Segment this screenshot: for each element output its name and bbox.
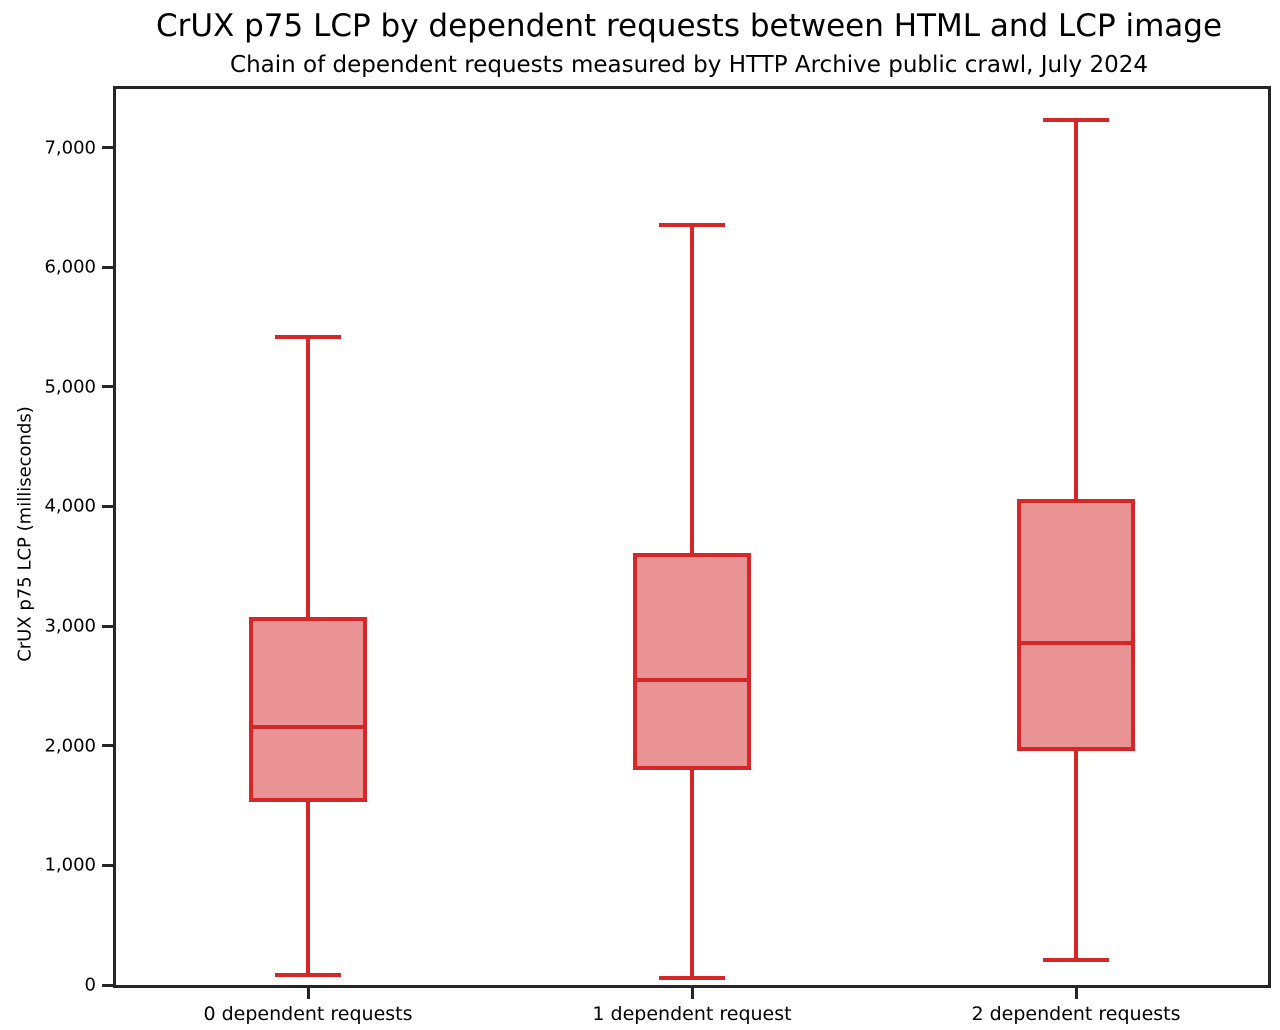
y-tick-mark: [102, 146, 113, 150]
whisker-upper: [1074, 120, 1078, 500]
y-tick-mark: [102, 624, 113, 628]
plot-area: 0 1,000 2,000 3,000 4,000 5,000 6,000 7,000 0 de…: [44, 86, 1271, 1025]
whisker-cap-lower: [659, 975, 725, 980]
whisker-lower: [306, 801, 310, 976]
median-line: [633, 677, 751, 682]
x-tick-mark: [306, 988, 310, 999]
y-tick-label: 7,000: [44, 137, 96, 159]
boxplot-box: [633, 553, 751, 770]
boxplot-box: [1017, 499, 1135, 751]
y-tick-label: 4,000: [44, 495, 96, 517]
whisker-lower: [690, 769, 694, 978]
x-tick-label: 2 dependent requests: [971, 1003, 1181, 1025]
x-tick-label: 1 dependent request: [592, 1003, 792, 1025]
chart-subtitle: Chain of dependent requests measured by …: [230, 52, 1148, 78]
whisker-cap-lower: [1043, 957, 1109, 962]
whisker-cap-upper: [659, 223, 725, 228]
whisker-lower: [1074, 750, 1078, 960]
x-tick-mark: [690, 988, 694, 999]
whisker-cap-upper: [275, 334, 341, 339]
whisker-cap-lower: [275, 973, 341, 978]
y-tick-label: 5,000: [44, 376, 96, 398]
y-axis-label: CrUX p75 LCP (milliseconds): [14, 406, 36, 662]
whisker-upper: [690, 225, 694, 554]
whisker-upper: [306, 336, 310, 617]
y-tick-label: 2,000: [44, 735, 96, 757]
y-tick-mark: [102, 983, 113, 987]
y-tick-label: 3,000: [44, 615, 96, 637]
chart-title: CrUX p75 LCP by dependent requests betwe…: [155, 8, 1223, 44]
y-tick-mark: [102, 385, 113, 389]
x-tick-mark: [1074, 988, 1078, 999]
boxplot-box: [249, 616, 367, 802]
x-tick-label: 0 dependent requests: [203, 1003, 413, 1025]
median-line: [1017, 640, 1135, 645]
y-tick-mark: [102, 863, 113, 867]
y-tick-mark: [102, 744, 113, 748]
y-tick-label: 1,000: [44, 854, 96, 876]
y-tick-mark: [102, 504, 113, 508]
median-line: [249, 724, 367, 729]
whisker-cap-upper: [1043, 118, 1109, 123]
y-tick-mark: [102, 265, 113, 269]
y-tick-label: 6,000: [44, 256, 96, 278]
y-tick-label: 0: [84, 974, 96, 996]
